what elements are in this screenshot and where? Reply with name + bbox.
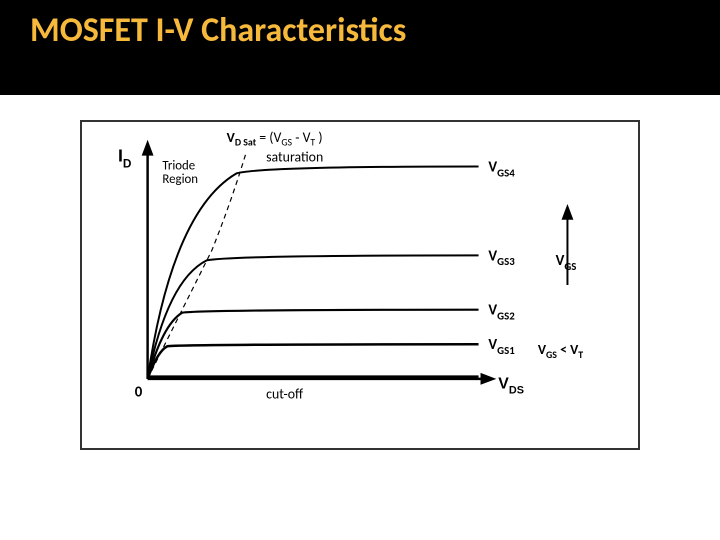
x-axis-arrow <box>481 373 497 385</box>
x-axis-label: VDS <box>498 376 524 397</box>
slide-header: MOSFET I-V Characteristics <box>0 0 720 95</box>
iv-chart: ID VDS 0 Triode Region saturation cut-of… <box>82 122 638 448</box>
vgs-arrow-head <box>562 204 574 220</box>
triode-region-label: Triode Region <box>162 158 198 187</box>
y-axis-label: ID <box>118 146 132 171</box>
y-axis-arrow <box>142 140 154 156</box>
vgs-arrow-label: VGS <box>556 251 577 273</box>
curve-vgs3 <box>148 255 479 378</box>
saturation-label: saturation <box>266 149 323 166</box>
cutoff-condition: VGS < VT <box>538 341 583 361</box>
label-vgs3: VGS3 <box>488 246 515 268</box>
curve-vgs1 <box>148 344 479 379</box>
iv-chart-frame: ID VDS 0 Triode Region saturation cut-of… <box>80 120 640 450</box>
cutoff-label: cut-off <box>266 386 303 403</box>
origin-label: 0 <box>135 383 143 401</box>
vdsat-formula: VD Sat = (VGS - VT ) <box>227 129 323 149</box>
label-vgs4: VGS4 <box>488 157 515 179</box>
slide-title: MOSFET I-V Characteristics <box>30 10 690 51</box>
label-vgs2: VGS2 <box>488 301 515 323</box>
label-vgs1: VGS1 <box>488 335 515 357</box>
curve-vgs4 <box>148 166 479 378</box>
